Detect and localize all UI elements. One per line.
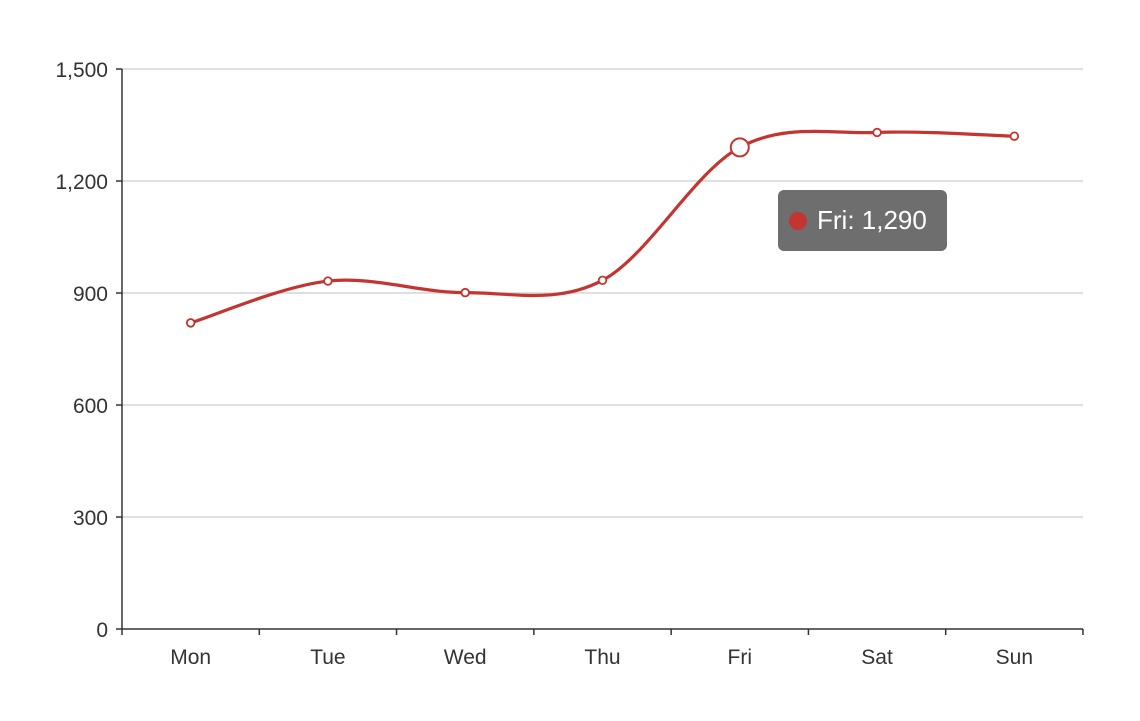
x-tick-label: Thu [584,646,620,669]
data-point [597,275,608,286]
y-tick-label: 1,200 [55,171,108,194]
x-tick-label: Mon [170,646,211,669]
y-tick-label: 900 [73,283,108,306]
data-point [460,287,470,298]
data-point [185,318,196,328]
x-tick-label: Sat [861,646,893,669]
tooltip-text: Fri: 1,290 [817,205,927,235]
y-tick-label: 1,500 [55,59,108,82]
data-point [872,127,882,138]
data-point-highlighted [729,137,750,158]
x-tick-label: Wed [444,646,487,669]
data-point [323,276,333,286]
tooltip-series-marker [789,211,807,230]
chart-tooltip: Fri: 1,290 [778,190,947,251]
y-tick-label: 0 [96,619,108,642]
x-tick-label: Tue [310,646,345,669]
y-tick-label: 300 [73,507,108,530]
data-point [1009,131,1020,141]
x-tick-label: Sun [996,646,1033,669]
x-tick-label: Fri [728,646,753,669]
y-tick-label: 600 [73,395,108,418]
